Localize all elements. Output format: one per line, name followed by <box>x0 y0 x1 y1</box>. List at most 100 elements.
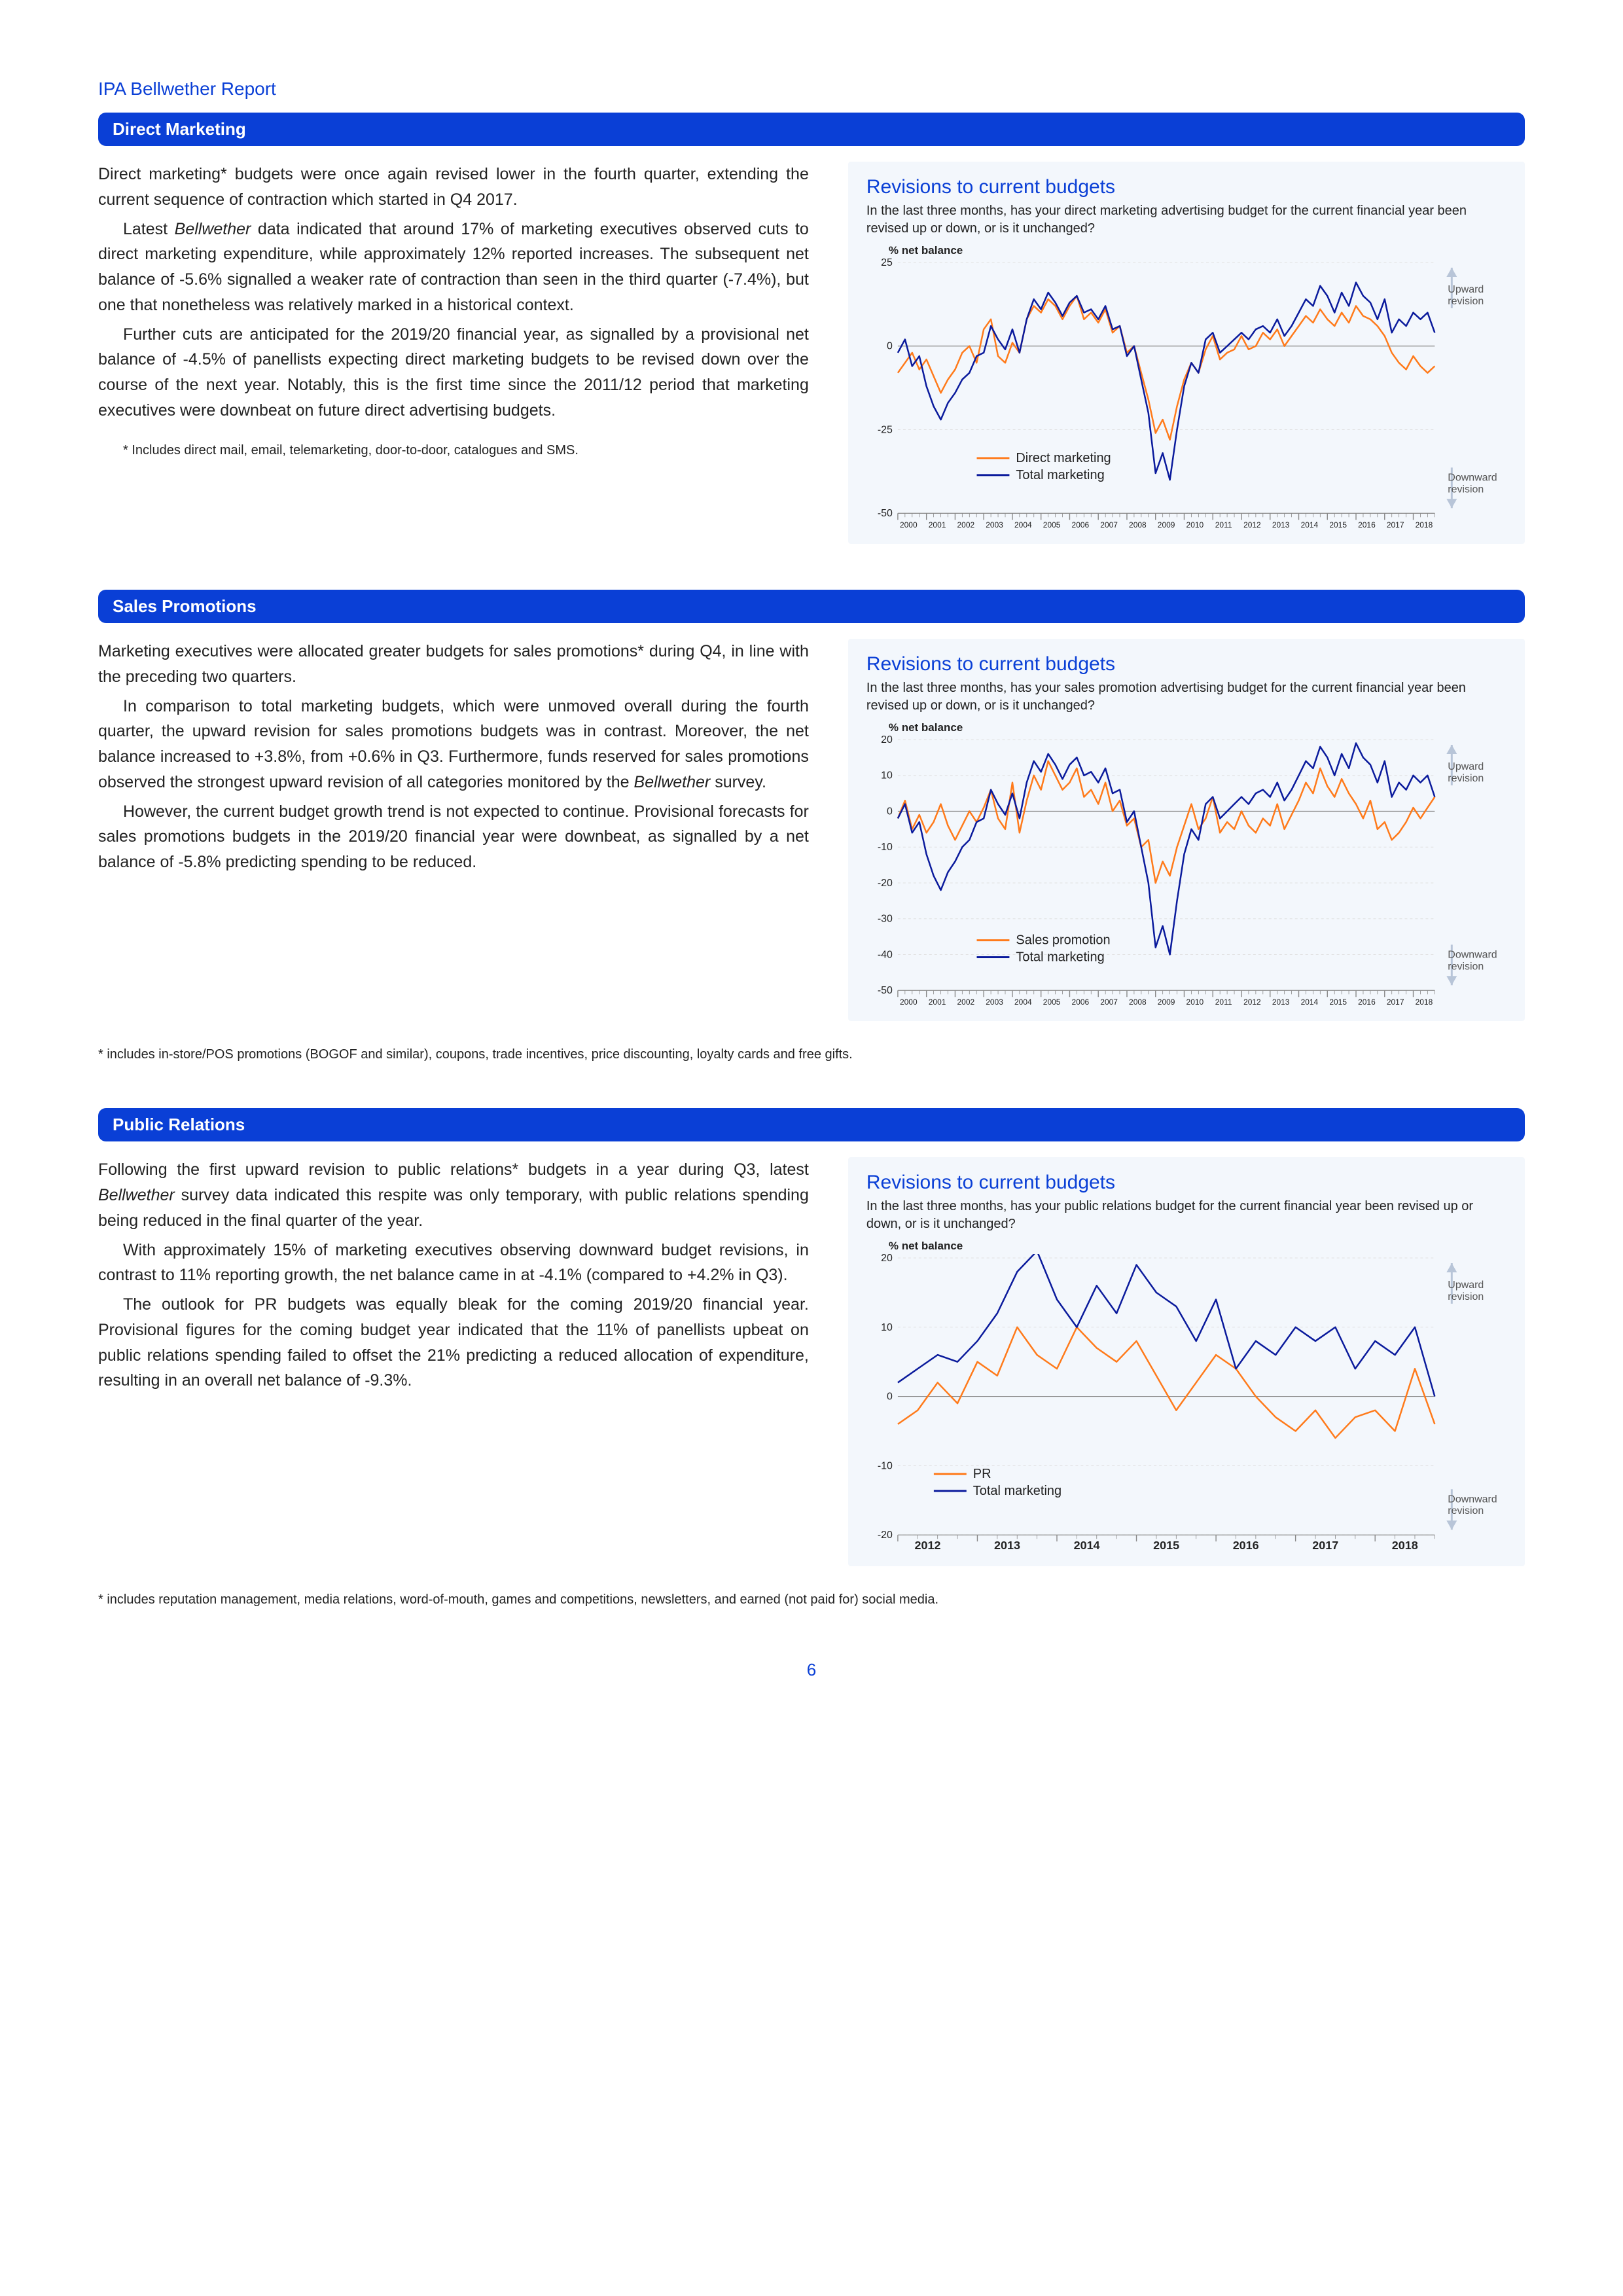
svg-text:Downward: Downward <box>1448 950 1497 961</box>
chart-subtitle: In the last three months, has your direc… <box>866 202 1507 238</box>
body-text-column: Marketing executives were allocated grea… <box>98 639 809 1021</box>
svg-text:2014: 2014 <box>1300 520 1318 529</box>
paragraph: Latest Bellwether data indicated that ar… <box>98 217 809 318</box>
body-text-column: Direct marketing* budgets were once agai… <box>98 162 809 544</box>
svg-text:Total marketing: Total marketing <box>1016 468 1104 482</box>
chart-column: Revisions to current budgets In the last … <box>848 1157 1525 1566</box>
chart-title: Revisions to current budgets <box>866 1172 1507 1194</box>
paragraph: Following the first upward revision to p… <box>98 1157 809 1233</box>
paragraph: However, the current budget growth trend… <box>98 799 809 875</box>
svg-text:2011: 2011 <box>1215 997 1232 1007</box>
footnote: * includes reputation management, media … <box>98 1592 1525 1607</box>
section: Sales Promotions Marketing executives wer… <box>98 590 1525 1062</box>
chart-title: Revisions to current budgets <box>866 653 1507 675</box>
svg-text:2018: 2018 <box>1415 997 1433 1007</box>
section: Direct Marketing Direct marketing* budget… <box>98 113 1525 544</box>
chart-ylabel: % net balance <box>889 244 1507 257</box>
svg-text:-20: -20 <box>878 878 893 889</box>
svg-text:-25: -25 <box>878 424 893 435</box>
svg-text:20: 20 <box>881 1254 893 1264</box>
chart-canvas: -20-10010202012201320142015201620172018U… <box>866 1254 1507 1558</box>
svg-text:2000: 2000 <box>900 520 918 529</box>
chart-title: Revisions to current budgets <box>866 176 1507 198</box>
chart-canvas: -50-40-30-20-100102020002001200220032004… <box>866 736 1507 1013</box>
svg-text:Downward: Downward <box>1448 472 1497 483</box>
svg-text:2010: 2010 <box>1186 997 1204 1007</box>
paragraph: With approximately 15% of marketing exec… <box>98 1238 809 1289</box>
svg-text:0: 0 <box>887 806 893 817</box>
svg-text:Sales promotion: Sales promotion <box>1016 933 1110 948</box>
chart-subtitle: In the last three months, has your sales… <box>866 679 1507 715</box>
svg-text:2016: 2016 <box>1358 997 1376 1007</box>
chart-column: Revisions to current budgets In the last … <box>848 162 1525 544</box>
chart-box: Revisions to current budgets In the last … <box>848 639 1525 1021</box>
svg-text:-50: -50 <box>878 985 893 996</box>
svg-text:Direct marketing: Direct marketing <box>1016 451 1111 465</box>
svg-text:revision: revision <box>1448 773 1484 784</box>
svg-text:2003: 2003 <box>986 520 1003 529</box>
paragraph: Further cuts are anticipated for the 201… <box>98 322 809 423</box>
svg-text:2009: 2009 <box>1158 997 1175 1007</box>
paragraph: The outlook for PR budgets was equally b… <box>98 1292 809 1393</box>
svg-text:revision: revision <box>1448 961 1484 973</box>
chart-box: Revisions to current budgets In the last … <box>848 162 1525 544</box>
svg-text:2011: 2011 <box>1215 520 1232 529</box>
svg-text:25: 25 <box>881 259 893 268</box>
section-heading-bar: Direct Marketing <box>98 113 1525 146</box>
svg-text:2016: 2016 <box>1358 520 1376 529</box>
chart-canvas: -50 -25 0 25 2000 2001 2002 2003 2004 2005 2006 200… <box>866 259 1507 536</box>
svg-text:2002: 2002 <box>957 520 974 529</box>
svg-text:Upward: Upward <box>1448 761 1484 772</box>
svg-text:2013: 2013 <box>1272 997 1290 1007</box>
svg-text:-30: -30 <box>878 914 893 925</box>
svg-text:revision: revision <box>1448 1291 1484 1302</box>
paragraph: In comparison to total marketing budgets… <box>98 694 809 795</box>
svg-text:Total marketing: Total marketing <box>973 1484 1061 1498</box>
svg-text:2006: 2006 <box>1071 997 1089 1007</box>
chart-column: Revisions to current budgets In the last … <box>848 639 1525 1021</box>
svg-text:2004: 2004 <box>1014 520 1032 529</box>
svg-text:2006: 2006 <box>1071 520 1089 529</box>
section: Public Relations Following the first upwa… <box>98 1108 1525 1607</box>
svg-text:2014: 2014 <box>1300 997 1318 1007</box>
page-number: 6 <box>98 1660 1525 1680</box>
svg-text:20: 20 <box>881 736 893 745</box>
svg-text:2013: 2013 <box>1272 520 1290 529</box>
svg-text:2018: 2018 <box>1415 520 1433 529</box>
svg-text:2007: 2007 <box>1100 520 1118 529</box>
svg-text:2016: 2016 <box>1233 1539 1259 1552</box>
svg-text:2013: 2013 <box>994 1539 1020 1552</box>
svg-text:10: 10 <box>881 1322 893 1333</box>
svg-text:2001: 2001 <box>929 520 946 529</box>
svg-text:2018: 2018 <box>1392 1539 1418 1552</box>
page-header: IPA Bellwether Report <box>98 79 1525 99</box>
footnote: * Includes direct mail, email, telemarke… <box>123 440 809 461</box>
svg-text:Downward: Downward <box>1448 1494 1497 1505</box>
svg-text:2017: 2017 <box>1312 1539 1338 1552</box>
svg-text:0: 0 <box>887 341 893 352</box>
chart-subtitle: In the last three months, has your publi… <box>866 1198 1507 1233</box>
svg-text:revision: revision <box>1448 1506 1484 1517</box>
svg-text:-50: -50 <box>878 508 893 519</box>
svg-text:2015: 2015 <box>1153 1539 1179 1552</box>
section-heading-bar: Sales Promotions <box>98 590 1525 623</box>
svg-text:2008: 2008 <box>1129 997 1147 1007</box>
section-heading-bar: Public Relations <box>98 1108 1525 1141</box>
svg-text:2005: 2005 <box>1043 520 1061 529</box>
svg-text:2010: 2010 <box>1186 520 1204 529</box>
svg-text:2002: 2002 <box>957 997 974 1007</box>
svg-text:2012: 2012 <box>1243 520 1261 529</box>
chart-ylabel: % net balance <box>889 721 1507 734</box>
svg-text:Upward: Upward <box>1448 1280 1484 1291</box>
svg-text:Upward: Upward <box>1448 284 1484 295</box>
svg-text:Total marketing: Total marketing <box>1016 950 1104 965</box>
svg-text:-20: -20 <box>878 1530 893 1541</box>
svg-text:-10: -10 <box>878 842 893 853</box>
svg-text:2017: 2017 <box>1387 997 1404 1007</box>
chart-box: Revisions to current budgets In the last … <box>848 1157 1525 1566</box>
svg-text:-10: -10 <box>878 1461 893 1472</box>
footnote: * includes in-store/POS promotions (BOGO… <box>98 1047 1525 1062</box>
svg-text:2003: 2003 <box>986 997 1003 1007</box>
svg-text:revision: revision <box>1448 484 1484 495</box>
paragraph: Marketing executives were allocated grea… <box>98 639 809 690</box>
